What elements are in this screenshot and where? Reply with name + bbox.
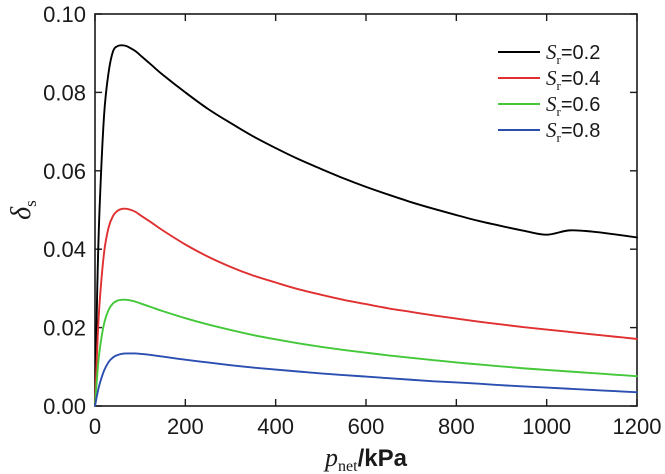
series-line-sr-0-8 [94, 352, 638, 407]
legend-label-sr-0-4: Sr=0.4 [546, 66, 600, 93]
x-tick-label-400: 400 [257, 414, 294, 439]
x-tick-label-600: 600 [348, 414, 385, 439]
y-axis-title: δs [6, 200, 40, 220]
x-tick-label-800: 800 [438, 414, 475, 439]
x-axis-title: pnet/kPa [323, 443, 408, 474]
y-axis-title-main: δ [6, 206, 37, 220]
y-tick-label-0.06: 0.06 [43, 159, 86, 184]
x-tick-label-1000: 1000 [522, 414, 571, 439]
legend-label-sr-0-8: Sr=0.8 [546, 118, 600, 145]
y-tick-label-0.04: 0.04 [43, 237, 86, 262]
legend-label-sr-0-2: Sr=0.2 [546, 40, 600, 67]
x-axis-title-rest: /kPa [358, 445, 408, 472]
series-line-sr-0-6 [94, 298, 638, 407]
x-tick-label-1200: 1200 [613, 414, 662, 439]
axis-tick-labels: 0 200 400 600 800 1000 1200 0.00 0.02 0.04 0.06 0.0… [43, 2, 661, 439]
series-line-sr-0-4 [94, 207, 638, 407]
x-axis-title-sub: net [338, 458, 358, 474]
y-tick-label-0.00: 0.00 [43, 394, 86, 419]
x-tick-label-0: 0 [89, 414, 101, 439]
legend: Sr=0.2Sr=0.4Sr=0.6Sr=0.8 [498, 40, 600, 145]
y-tick-label-0.08: 0.08 [43, 80, 86, 105]
series-lines [94, 44, 638, 407]
y-axis-title-sub: s [21, 200, 40, 207]
series-line-sr-0-2 [94, 44, 638, 407]
x-axis-title-main: p [323, 443, 338, 472]
y-tick-label-0.10: 0.10 [43, 2, 86, 27]
legend-label-sr-0-6: Sr=0.6 [546, 92, 600, 119]
x-tick-label-200: 200 [167, 414, 204, 439]
y-tick-label-0.02: 0.02 [43, 316, 86, 341]
